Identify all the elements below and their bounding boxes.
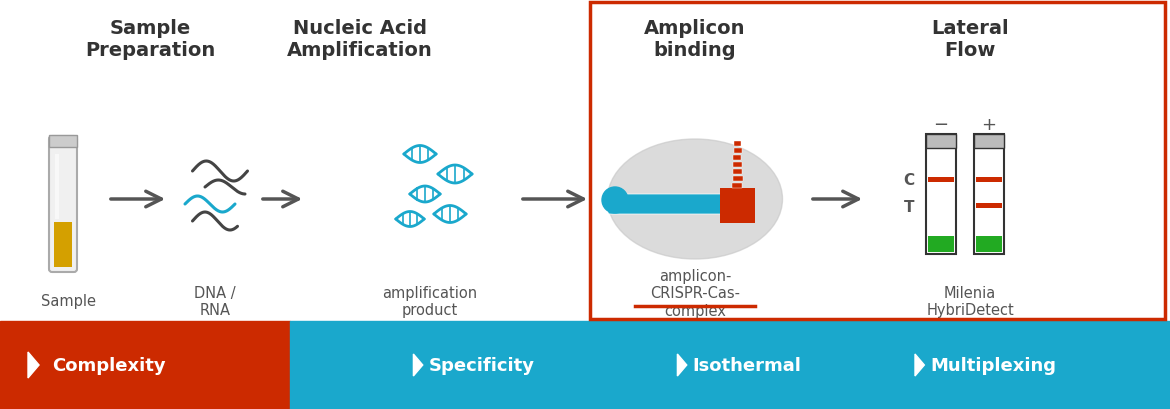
Bar	[49, 136, 77, 148]
Bar	[732, 177, 743, 182]
Text: +: +	[982, 116, 997, 134]
Bar	[973, 135, 1004, 148]
Bar	[976, 204, 1002, 209]
Bar	[973, 135, 1004, 254]
Text: Amplicon
binding: Amplicon binding	[645, 20, 745, 61]
Bar	[734, 142, 741, 147]
Bar	[55, 155, 59, 220]
Bar	[976, 236, 1002, 252]
Text: T: T	[903, 200, 914, 214]
Text: C: C	[903, 173, 914, 188]
Text: amplification
product: amplification product	[383, 285, 477, 317]
Bar	[928, 236, 954, 252]
Bar	[732, 155, 741, 161]
Bar	[732, 163, 742, 168]
Text: −: −	[934, 116, 949, 134]
Polygon shape	[413, 354, 422, 376]
Bar	[720, 189, 755, 223]
Bar	[976, 178, 1002, 182]
Text: Specificity: Specificity	[428, 356, 535, 374]
Bar	[732, 170, 742, 175]
Bar	[590, 3, 1165, 319]
Circle shape	[603, 188, 628, 213]
Text: Nucleic Acid
Amplification: Nucleic Acid Amplification	[287, 20, 433, 61]
Polygon shape	[915, 354, 924, 376]
Text: Multiplexing: Multiplexing	[930, 356, 1057, 374]
Ellipse shape	[607, 139, 783, 259]
Polygon shape	[28, 352, 39, 378]
FancyBboxPatch shape	[608, 195, 727, 214]
Bar	[0, 321, 290, 409]
Bar	[925, 135, 956, 148]
Bar	[925, 135, 956, 254]
Text: Sample
Preparation: Sample Preparation	[85, 20, 215, 61]
Bar	[290, 321, 1170, 409]
Bar	[54, 222, 73, 267]
Bar	[734, 148, 742, 154]
FancyBboxPatch shape	[49, 137, 77, 272]
Text: amplicon-
CRISPR-Cas-
complex: amplicon- CRISPR-Cas- complex	[651, 268, 739, 318]
Text: Lateral
Flow: Lateral Flow	[931, 20, 1009, 61]
Text: Isothermal: Isothermal	[693, 356, 801, 374]
Text: Sample: Sample	[41, 294, 96, 309]
Polygon shape	[677, 354, 687, 376]
Bar	[928, 178, 954, 182]
Bar	[732, 184, 742, 189]
Text: Complexity: Complexity	[51, 356, 166, 374]
Text: Milenia
HybriDetect: Milenia HybriDetect	[927, 285, 1014, 317]
Text: DNA /
RNA: DNA / RNA	[194, 285, 236, 317]
